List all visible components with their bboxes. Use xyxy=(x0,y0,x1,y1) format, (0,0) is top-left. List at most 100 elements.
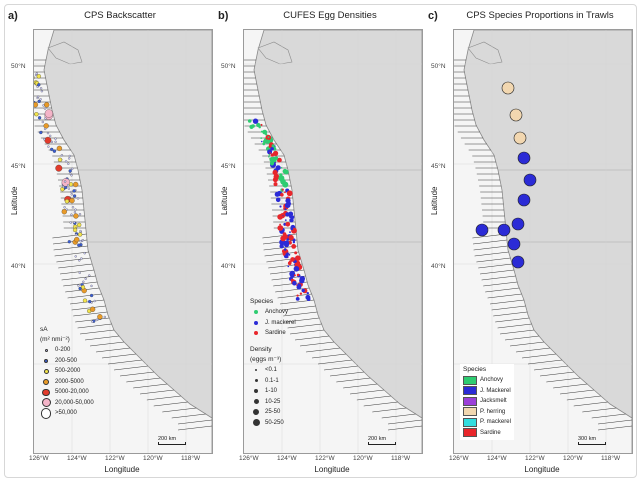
egg-density-point xyxy=(293,266,300,272)
map-svg xyxy=(244,30,422,453)
egg-density-point xyxy=(268,156,270,158)
transect-line xyxy=(356,395,391,401)
lon-tick: 120°W xyxy=(563,455,583,462)
trawl-pie xyxy=(517,193,531,207)
egg-density-point xyxy=(280,178,286,185)
backscatter-point xyxy=(41,120,44,124)
transect-lines xyxy=(34,59,212,431)
backscatter-points xyxy=(34,72,106,323)
transect-line xyxy=(283,311,318,317)
egg-density-point xyxy=(284,191,286,194)
legend-symbol xyxy=(40,408,52,419)
backscatter-point xyxy=(39,130,43,135)
legend-title: Species xyxy=(250,298,274,305)
egg-density-point xyxy=(282,232,287,236)
backscatter-point xyxy=(78,286,82,291)
species-legend: Species Anchovy J. Mackerel Jacksmelt P. he… xyxy=(460,364,514,440)
egg-density-point xyxy=(292,241,296,244)
backscatter-point xyxy=(67,184,70,187)
backscatter-point xyxy=(39,98,42,101)
transect-line xyxy=(546,377,581,383)
backscatter-point xyxy=(36,95,40,98)
transect-line xyxy=(107,359,143,365)
backscatter-point xyxy=(68,172,72,175)
trawl-pie xyxy=(501,81,515,95)
backscatter-point xyxy=(70,213,73,216)
egg-density-point xyxy=(275,197,281,203)
transect-line xyxy=(317,359,353,365)
egg-density-point xyxy=(284,202,291,208)
backscatter-point xyxy=(47,145,50,148)
map-area: 200 km sA (m² nmi⁻²) 0-200 200-500 500-200… xyxy=(33,29,213,454)
legend-item: Sardine xyxy=(250,328,296,339)
backscatter-point xyxy=(78,213,82,216)
legend-item-label: Anchovy xyxy=(265,309,289,316)
egg-density-point xyxy=(283,222,287,226)
legend-title: sA xyxy=(40,326,48,333)
egg-density-point xyxy=(290,227,294,231)
legend-item-label: J. Mackerel xyxy=(480,387,511,394)
scale-bar-label: 300 km xyxy=(578,436,597,442)
legend-symbol xyxy=(40,378,52,385)
egg-density-point xyxy=(261,140,263,143)
trawl-pie xyxy=(511,255,525,269)
transect-line xyxy=(515,347,551,353)
legend-symbol xyxy=(250,331,262,336)
egg-density-point xyxy=(273,150,279,156)
backscatter-point xyxy=(88,274,91,277)
transect-line xyxy=(504,335,540,341)
transect-line xyxy=(95,347,131,353)
backscatter-point xyxy=(43,138,46,141)
lat-tick-40: 40°N xyxy=(11,263,26,270)
transect-line xyxy=(539,371,575,377)
backscatter-point xyxy=(82,280,85,283)
backscatter-point xyxy=(73,213,79,219)
egg-density-point xyxy=(263,139,267,144)
y-axis-label: Latitude xyxy=(10,186,19,215)
legend-item: J. mackerel xyxy=(250,318,296,329)
backscatter-point xyxy=(61,209,67,215)
x-axis-label: Longitude xyxy=(524,465,560,474)
transect-line xyxy=(71,305,106,311)
egg-density-point xyxy=(270,153,274,157)
egg-density-point xyxy=(299,278,305,284)
panel-label: b) xyxy=(218,10,229,22)
egg-density-point xyxy=(287,261,292,265)
backscatter-point xyxy=(67,240,71,244)
egg-density-point xyxy=(295,255,301,261)
legend-symbol xyxy=(40,398,52,408)
backscatter-point xyxy=(80,257,83,260)
island-polygon xyxy=(467,41,503,65)
egg-density-point xyxy=(284,219,287,222)
lon-tick: 126°W xyxy=(239,455,259,462)
egg-density-point xyxy=(285,212,290,217)
trawl-pie xyxy=(497,223,511,237)
transect-line xyxy=(487,293,522,299)
egg-density-point xyxy=(290,257,295,262)
legend-symbol xyxy=(40,358,52,363)
egg-density-point xyxy=(268,144,272,148)
transect-line xyxy=(473,245,508,251)
backscatter-point xyxy=(81,239,85,242)
lat-tick-45: 45°N xyxy=(431,163,446,170)
transect-line xyxy=(343,383,378,389)
panel-label: a) xyxy=(8,10,18,22)
transect-line xyxy=(363,401,398,407)
legend-item-label: 200-500 xyxy=(55,357,78,364)
backscatter-point xyxy=(74,233,78,236)
transect-line xyxy=(478,263,513,269)
lon-tick: 122°W xyxy=(525,455,545,462)
backscatter-point xyxy=(63,180,67,183)
transect-line xyxy=(126,377,161,383)
legend-symbol xyxy=(250,320,262,325)
egg-density-point xyxy=(273,182,278,187)
scale-bar: 200 km xyxy=(158,436,186,445)
transect-line xyxy=(474,251,509,257)
backscatter-point xyxy=(79,229,82,233)
graticule xyxy=(34,30,212,453)
backscatter-point xyxy=(60,187,65,192)
backscatter-point xyxy=(37,99,41,104)
transect-line xyxy=(56,257,91,263)
trawl-pie xyxy=(511,217,525,231)
legend-item-label: Sardine xyxy=(265,330,286,337)
